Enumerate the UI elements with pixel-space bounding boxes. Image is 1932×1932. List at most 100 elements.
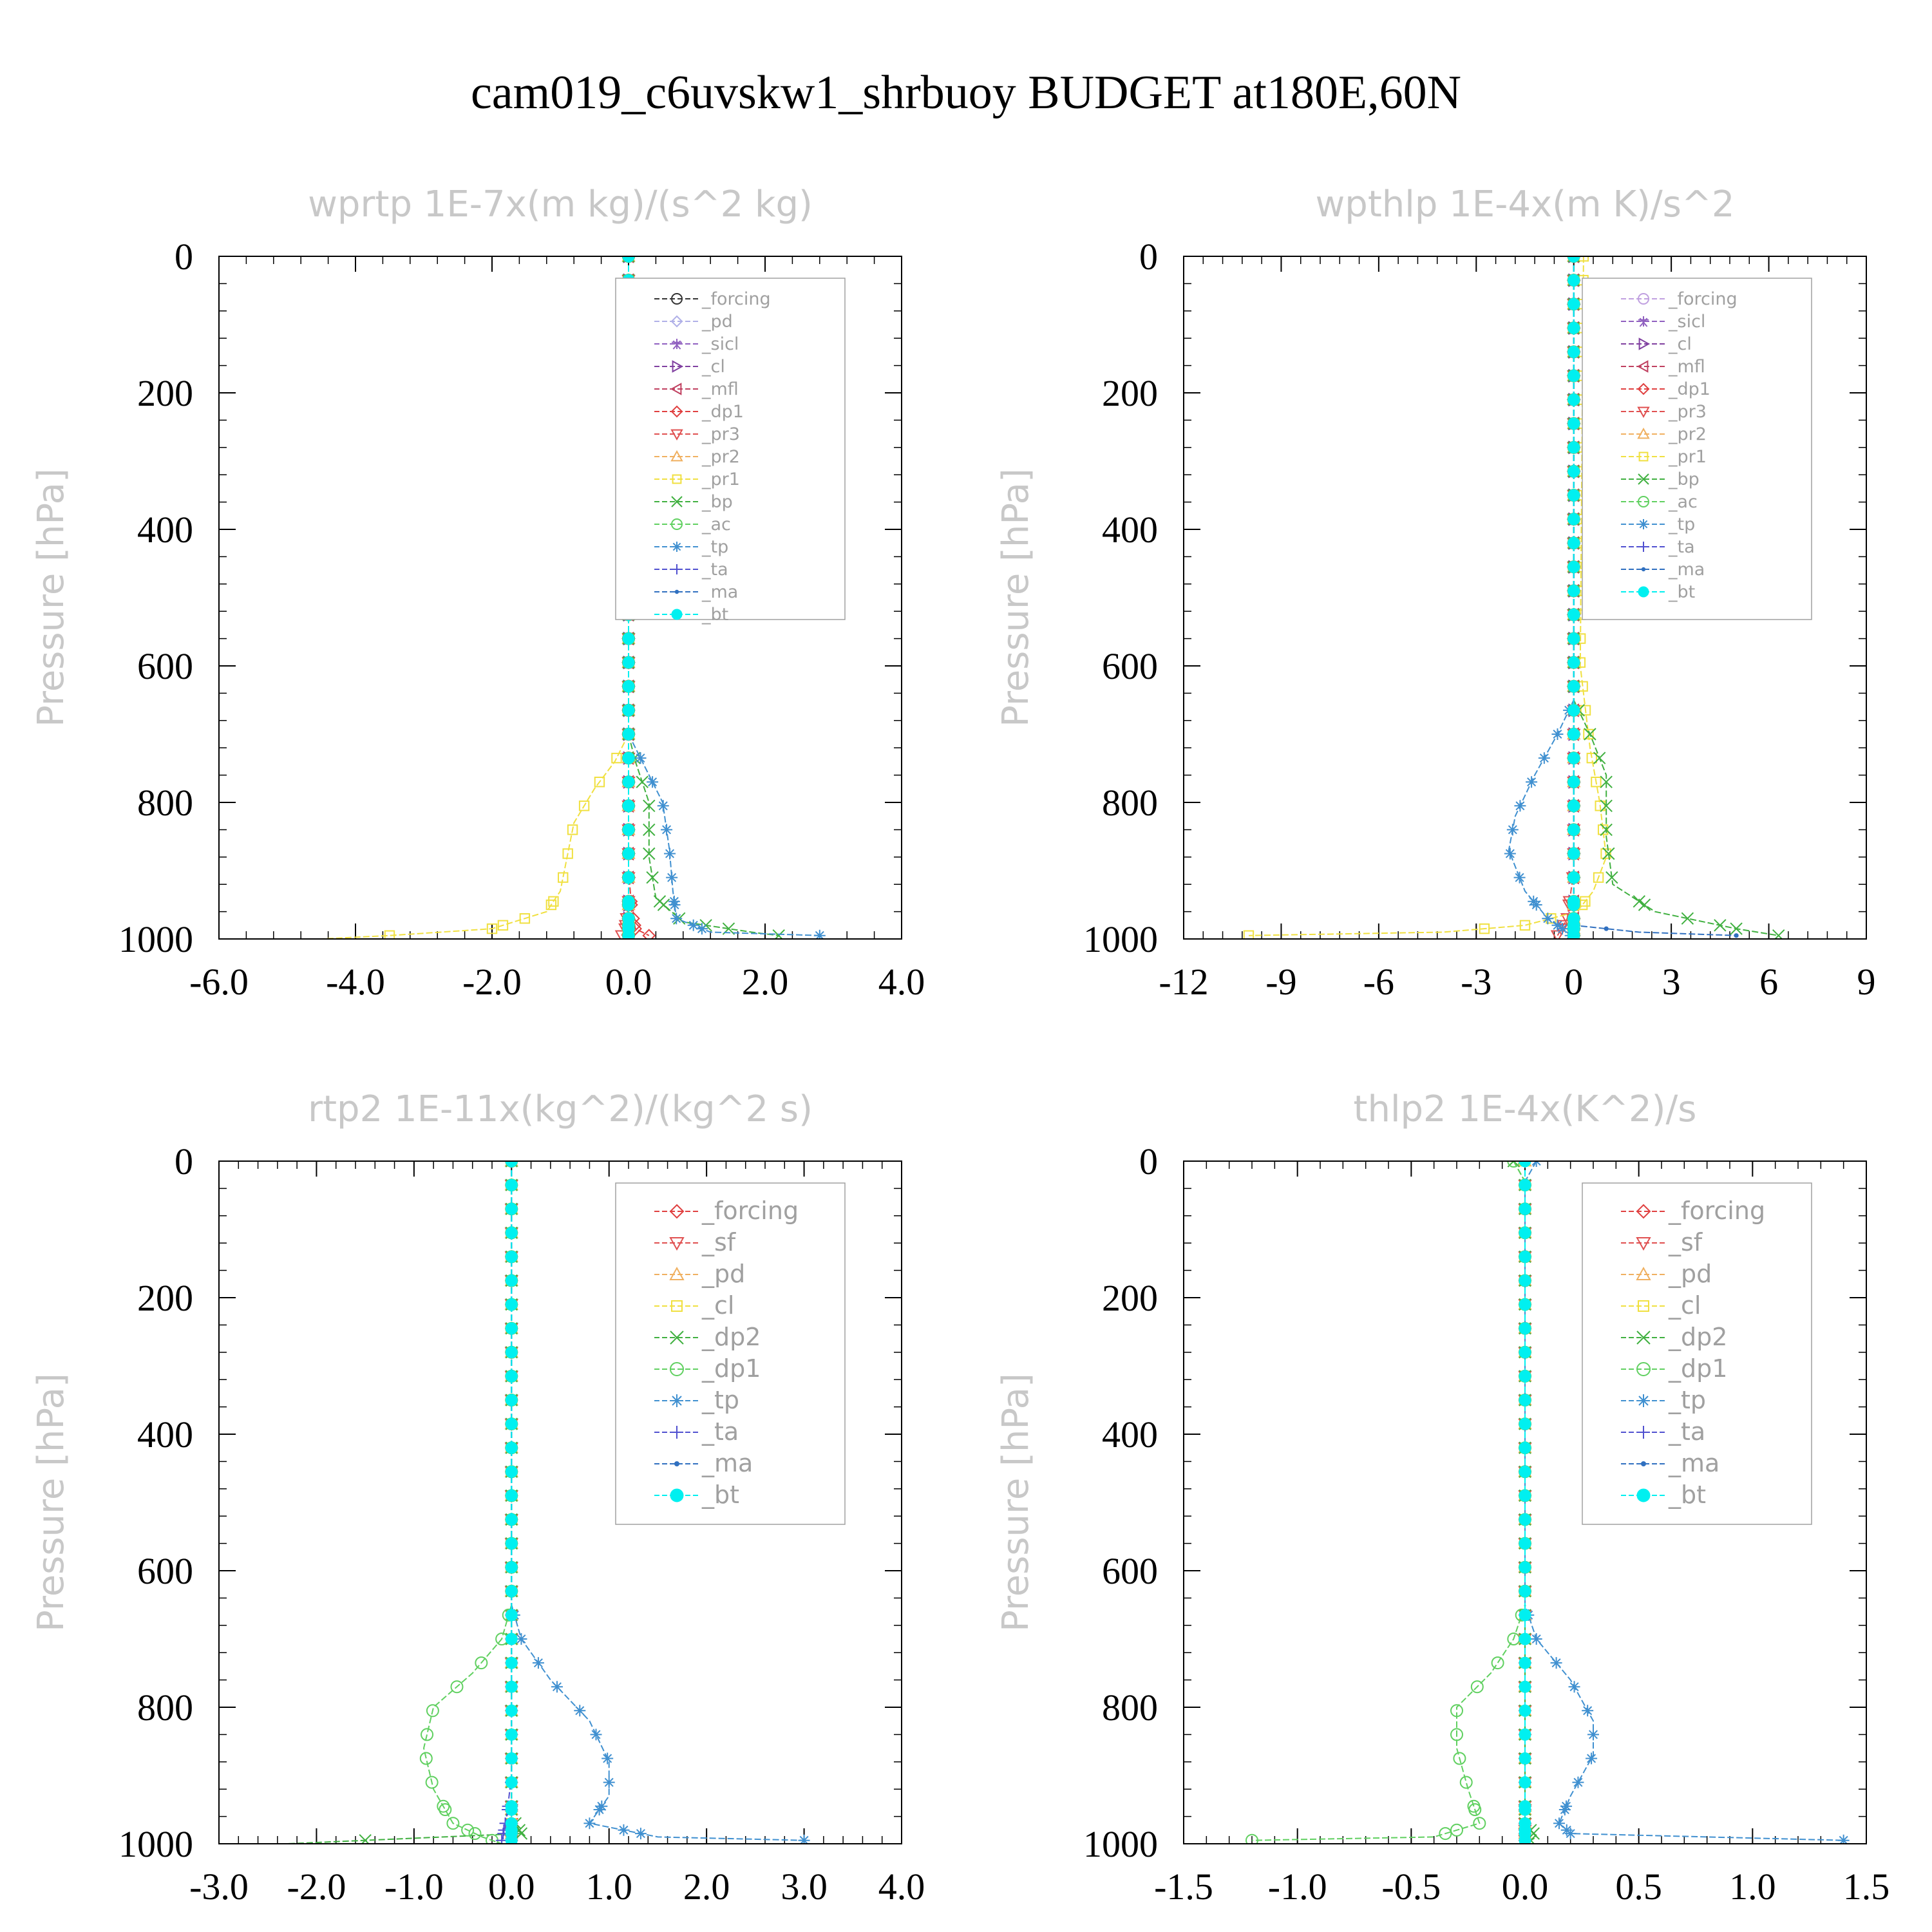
series-marker [505, 1346, 518, 1359]
legend-marker [670, 1488, 684, 1502]
legend: _forcing _pd_sicl _cl_mfl _dp1_pr3 _pr2_pr1 _… [615, 278, 846, 625]
legend-label: _dp1 [1668, 1354, 1727, 1383]
series-marker [1567, 632, 1580, 645]
series-marker [1519, 1817, 1531, 1830]
series-marker [505, 1161, 518, 1168]
series-bt [505, 1161, 518, 1844]
legend-label: _pr2 [1668, 424, 1707, 444]
series-marker [1567, 704, 1580, 717]
series-marker [1553, 1817, 1565, 1830]
series-marker [505, 1609, 518, 1622]
x-tick-label: 1.0 [1729, 1866, 1776, 1908]
series-dp2 [287, 1161, 528, 1844]
series-marker [1567, 298, 1580, 310]
series-marker [1567, 345, 1580, 358]
legend-marker [1637, 406, 1650, 419]
y-tick-label: 0 [175, 1141, 193, 1182]
legend-marker [1638, 586, 1649, 598]
legend-label: _mfl [1668, 357, 1705, 377]
y-tick-label: 200 [137, 1277, 193, 1319]
series-marker [1519, 1561, 1531, 1574]
legend-label: _ta [701, 560, 728, 580]
legend-marker [1638, 293, 1649, 305]
legend-marker [1637, 1394, 1650, 1407]
legend-marker [1636, 360, 1649, 373]
series-marker [1519, 1585, 1531, 1598]
legend-item: _sicl [1621, 312, 1705, 332]
series-marker [1470, 1680, 1484, 1694]
y-tick-label: 0 [175, 236, 193, 278]
series-marker [1567, 441, 1580, 454]
series-marker [1567, 321, 1580, 334]
x-tick-label: 1.5 [1843, 1866, 1890, 1908]
legend-label: _pr2 [701, 447, 740, 467]
series-marker [1567, 775, 1580, 788]
series-marker [505, 1803, 518, 1816]
x-tick-label: -0.5 [1381, 1866, 1441, 1908]
series-marker [1714, 919, 1727, 932]
y-tick-label: 200 [1102, 1277, 1158, 1319]
legend-label: _forcing [701, 289, 771, 309]
legend-label: _forcing [1668, 289, 1738, 309]
legend-label: _cl [1668, 334, 1692, 354]
legend-item: _forcing [654, 289, 771, 309]
legend-marker [1638, 316, 1649, 327]
series-marker [1519, 1394, 1531, 1406]
legend-label: _ma [1668, 1449, 1719, 1477]
x-tick-label: -3 [1461, 961, 1492, 1003]
series-marker [1519, 1752, 1531, 1765]
series-marker [1506, 824, 1519, 836]
legend-item: _ma [1621, 1449, 1719, 1477]
legend-item: _ac [654, 515, 731, 535]
legend-label: _pd [1668, 1260, 1712, 1288]
series-marker [1633, 895, 1646, 908]
y-tick-label: 800 [1102, 782, 1158, 824]
series-marker [1245, 1833, 1258, 1844]
series-marker [643, 823, 656, 837]
legend-item: _cl [1621, 334, 1692, 354]
x-tick-label: 2.0 [742, 961, 789, 1003]
series-line [1251, 1161, 1526, 1841]
series-marker [1586, 1752, 1598, 1765]
series-marker [1597, 824, 1609, 835]
series-marker [687, 919, 699, 931]
series-marker [1567, 609, 1580, 621]
legend-item: _pr2 [654, 447, 740, 467]
legend-label: _cl [701, 1291, 734, 1320]
legend-label: _tp [701, 1386, 739, 1414]
legend-item: _dp2 [654, 1323, 761, 1351]
legend-item: _ac [1621, 492, 1698, 512]
legend-marker [671, 496, 683, 507]
series-marker [1586, 752, 1597, 764]
series-marker [1558, 1804, 1571, 1815]
series-marker [505, 1776, 518, 1789]
series-marker [505, 1728, 518, 1741]
legend-marker [1641, 1461, 1646, 1466]
legend-label: _ta [1668, 537, 1695, 557]
legend-marker [669, 1237, 685, 1251]
legend-marker [1636, 1362, 1651, 1376]
x-tick-label: -3.0 [189, 1866, 249, 1908]
series-marker [1550, 1657, 1562, 1669]
y-axis-label: Pressure [hPa] [30, 1373, 72, 1632]
legend-marker [1637, 383, 1650, 395]
series-marker [505, 1633, 518, 1645]
panel-title: rtp2 1E-11x(kg^2)/(kg^2 s) [308, 1088, 813, 1130]
series-marker [1567, 417, 1580, 430]
series-marker [421, 1728, 434, 1741]
series-marker [1450, 1704, 1463, 1718]
series-marker [1567, 752, 1580, 764]
series-marker [1450, 1728, 1463, 1741]
legend-item: _bt [1621, 1481, 1706, 1509]
series-marker [618, 1824, 630, 1836]
series-marker [505, 1370, 518, 1383]
y-tick-label: 600 [137, 1550, 193, 1592]
series-marker [696, 923, 708, 935]
series-marker [1583, 728, 1594, 740]
legend-marker [1636, 1266, 1651, 1280]
legend-label: _ac [1668, 492, 1698, 512]
series-marker [1519, 1680, 1531, 1693]
series-marker [1491, 1656, 1504, 1670]
series-marker [1519, 1346, 1531, 1359]
series-marker [1567, 370, 1580, 382]
